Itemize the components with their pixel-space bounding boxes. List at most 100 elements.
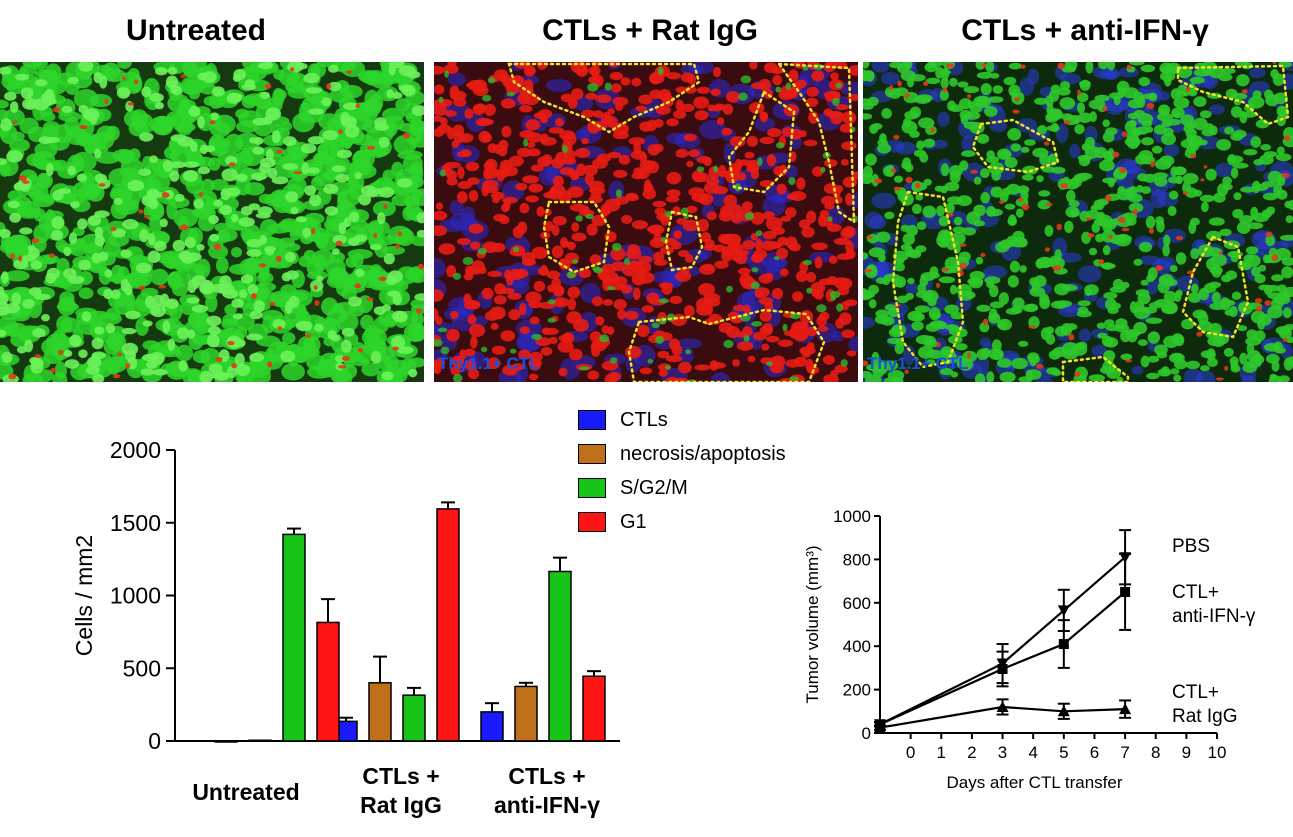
- cell: [698, 283, 715, 296]
- cell: [1133, 258, 1143, 266]
- cell: [703, 297, 721, 307]
- cell: [806, 287, 813, 294]
- cell: [282, 332, 296, 345]
- cell: [457, 166, 465, 179]
- cell: [41, 92, 55, 103]
- cell: [986, 150, 995, 159]
- cell: [434, 339, 443, 347]
- cell: [483, 103, 496, 116]
- cell: [0, 286, 5, 298]
- cell: [846, 350, 857, 357]
- cell: [902, 157, 912, 170]
- cell: [492, 197, 500, 204]
- cell: [378, 276, 387, 282]
- cell: [240, 206, 253, 216]
- cell: [377, 212, 386, 225]
- cell: [1161, 119, 1172, 128]
- cell: [530, 164, 544, 172]
- cell: [1169, 190, 1179, 200]
- cell: [1028, 325, 1036, 329]
- cell: [574, 148, 591, 158]
- cell: [1056, 87, 1071, 96]
- cell: [867, 96, 879, 107]
- tumor-region-outline: [627, 308, 826, 382]
- cell: [178, 98, 190, 118]
- cell: [547, 317, 556, 323]
- cell: [330, 369, 343, 382]
- legend-item-g1: G1: [578, 505, 786, 539]
- cell: [1008, 62, 1022, 70]
- cell: [834, 185, 844, 193]
- cell: [407, 357, 424, 368]
- cell: [829, 111, 843, 125]
- cell: [178, 360, 188, 372]
- cell: [466, 82, 478, 88]
- cell: [212, 86, 225, 97]
- cell: [10, 253, 15, 260]
- cell: [709, 105, 723, 112]
- cell: [167, 338, 176, 351]
- cell: [504, 166, 518, 177]
- cell: [69, 334, 82, 347]
- cell: [775, 86, 782, 93]
- cell: [547, 299, 556, 305]
- cell: [1138, 241, 1153, 253]
- cell: [91, 351, 106, 360]
- cell: [238, 289, 248, 299]
- cell: [575, 64, 589, 77]
- bar: [282, 533, 306, 742]
- cell: [723, 142, 736, 164]
- cell: [683, 133, 697, 142]
- cell: [197, 116, 206, 129]
- cell: [1138, 150, 1153, 161]
- cell: [457, 237, 471, 246]
- cell: [698, 193, 714, 206]
- cell: [382, 178, 394, 190]
- cell: [835, 104, 849, 111]
- cell: [967, 94, 972, 99]
- cell: [1011, 357, 1028, 370]
- cell: [398, 84, 414, 92]
- cell: [91, 252, 102, 264]
- cell: [666, 118, 679, 127]
- cell: [1041, 166, 1056, 173]
- cell: [848, 336, 858, 352]
- micrograph-untreated: [0, 62, 424, 382]
- cell: [810, 282, 826, 294]
- cell: [863, 289, 873, 301]
- cell: [33, 62, 48, 71]
- cell: [881, 108, 892, 119]
- cell: [463, 293, 472, 305]
- cell: [1102, 119, 1110, 128]
- cell: [508, 309, 521, 321]
- cell: [761, 240, 777, 251]
- cell: [934, 185, 944, 192]
- cell: [1208, 217, 1225, 226]
- cell: [747, 355, 756, 363]
- cell: [1188, 136, 1202, 149]
- cell: [179, 224, 189, 231]
- cell: [782, 323, 788, 332]
- cell: [1085, 209, 1100, 220]
- cell: [625, 194, 639, 202]
- cell: [607, 326, 615, 336]
- cell: [915, 193, 924, 201]
- cell: [485, 158, 498, 172]
- cell: [1188, 292, 1201, 303]
- cell: [120, 278, 130, 292]
- cell: [658, 282, 674, 289]
- cell: [388, 63, 396, 76]
- cell: [1272, 73, 1285, 86]
- cell: [220, 188, 231, 201]
- cell: [1101, 335, 1114, 347]
- data-marker: [1057, 605, 1070, 617]
- cell: [666, 72, 682, 80]
- cell: [999, 200, 1005, 204]
- cell: [688, 149, 701, 158]
- cell: [1233, 192, 1242, 201]
- cell: [798, 130, 807, 138]
- cell: [823, 108, 834, 117]
- cell: [552, 175, 564, 187]
- cell: [444, 70, 449, 78]
- cell: [883, 377, 901, 382]
